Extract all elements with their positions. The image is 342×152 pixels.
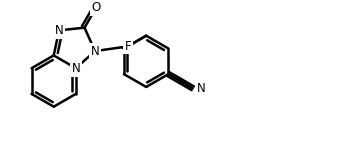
Text: N: N <box>91 45 99 58</box>
Text: N: N <box>71 62 80 75</box>
Text: N: N <box>197 82 206 95</box>
Text: N: N <box>55 24 63 37</box>
Text: F: F <box>125 40 131 53</box>
Text: O: O <box>91 1 101 14</box>
